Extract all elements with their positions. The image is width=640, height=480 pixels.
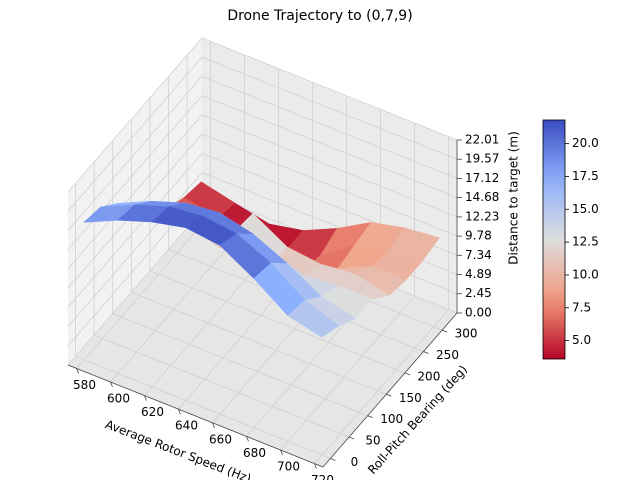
- y-tick-label: 50: [365, 434, 380, 448]
- z-gridline: [67, 152, 458, 308]
- colorbar-tick-label: 17.5: [572, 169, 599, 183]
- y-tick-label: 200: [417, 369, 440, 383]
- z-tick-label: 0.00: [465, 306, 492, 320]
- colorbar-tick-label: 7.5: [572, 300, 591, 314]
- x-tick-label: 720: [311, 473, 334, 480]
- x-tick-label: 640: [175, 419, 198, 433]
- chart-title: Drone Trajectory to (0,7,9): [227, 8, 413, 24]
- z-tick-label: 17.12: [465, 171, 499, 185]
- x-tick-label: 700: [277, 460, 300, 474]
- y-tick: [348, 436, 355, 440]
- x-tick-label: 660: [209, 432, 232, 446]
- y-tick: [386, 393, 392, 397]
- z-tick-label: 22.01: [465, 133, 499, 147]
- y-tick: [423, 351, 429, 354]
- z-gridline: [67, 95, 458, 250]
- colorbar: [542, 119, 566, 360]
- y-tick: [441, 329, 448, 333]
- y-axis-line: [322, 312, 458, 468]
- x-tick: [110, 381, 113, 388]
- z-tick-label: 7.34: [465, 248, 492, 262]
- colorbar-tick-label: 20.0: [572, 136, 599, 150]
- colorbar-tick-label: 12.5: [572, 235, 599, 249]
- z-tick-label: 19.57: [465, 152, 499, 166]
- y-tick: [367, 415, 373, 419]
- colorbar-tick-label: 10.0: [572, 267, 599, 281]
- z-tick-label: 12.23: [465, 209, 499, 223]
- surface-patch: [287, 300, 340, 338]
- x-tick: [178, 409, 181, 415]
- x-tick: [280, 449, 283, 456]
- y-tick-label: 100: [380, 412, 403, 426]
- z-tick-label: 2.45: [465, 286, 492, 300]
- y-tick: [404, 372, 411, 376]
- y-tick: [330, 458, 336, 461]
- x-tick: [314, 463, 317, 469]
- y-tick-label: 0: [351, 455, 359, 469]
- z-tick-label: 14.68: [465, 190, 499, 204]
- x-tick-label: 600: [107, 392, 130, 406]
- y-tick-label: 250: [436, 348, 459, 362]
- x-tick-label: 580: [73, 378, 96, 392]
- z-axis-label: Distance to target (m): [507, 131, 521, 265]
- colorbar-tick-label: 5.0: [572, 333, 591, 347]
- z-gridline: [67, 37, 458, 193]
- y-tick-label: 300: [455, 327, 478, 341]
- x-tick: [212, 422, 215, 428]
- y-tick-label: 150: [399, 391, 422, 405]
- z-tick-label: 4.89: [465, 267, 492, 281]
- z-gridline: [67, 56, 458, 212]
- z-tick-label: 9.78: [465, 229, 492, 243]
- x-tick: [144, 395, 147, 401]
- colorbar-tick-label: 15.0: [572, 202, 599, 216]
- x-tick-label: 620: [141, 405, 164, 419]
- x-tick-label: 680: [243, 446, 266, 460]
- x-tick: [246, 436, 249, 442]
- z-gridline: [67, 133, 458, 289]
- x-tick: [76, 368, 79, 374]
- z-gridline: [67, 75, 458, 231]
